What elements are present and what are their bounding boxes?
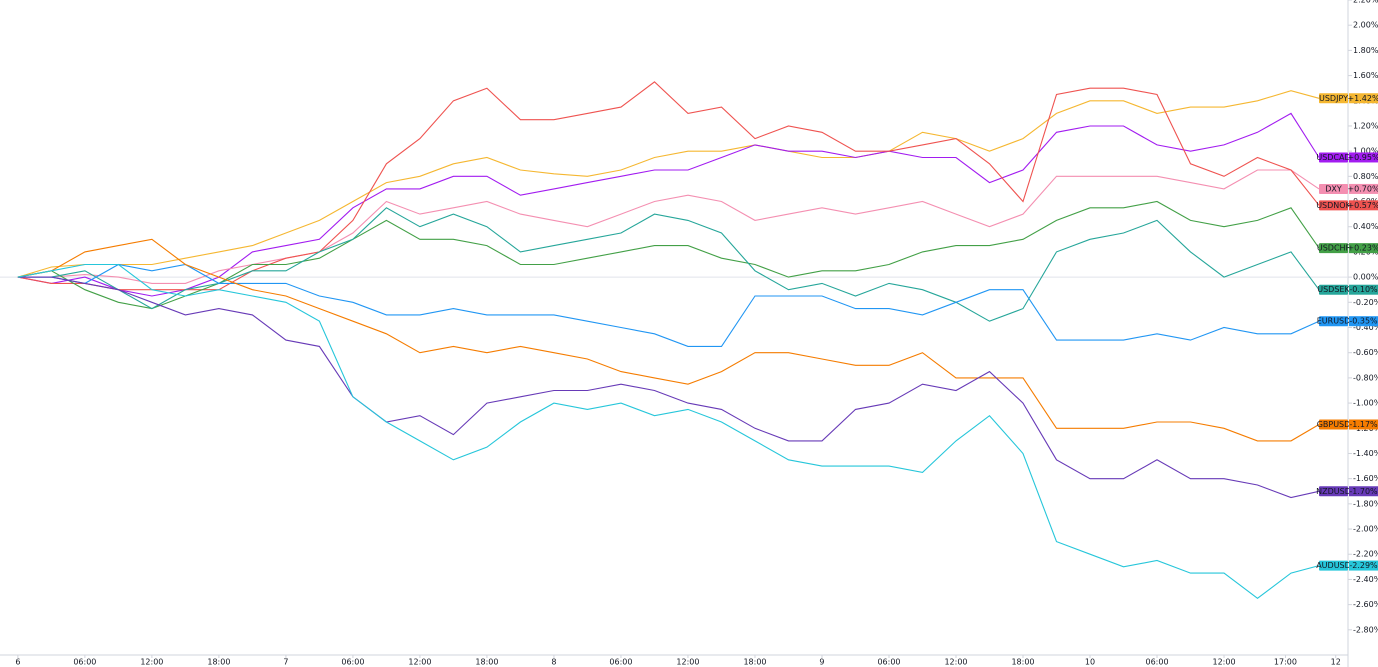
last-value-box	[1349, 560, 1378, 571]
x-tick-label: 06:00	[877, 658, 900, 667]
x-tick-label: 06:00	[341, 658, 364, 667]
last-value-box	[1349, 419, 1378, 430]
last-value-label: -2.29%	[1349, 561, 1378, 570]
x-tick-label: 12:00	[140, 658, 163, 667]
y-tick-label: 0.80%	[1353, 172, 1378, 181]
last-value-box	[1349, 284, 1378, 295]
series-line	[17, 90, 1320, 278]
series-name: EURUSD	[1317, 317, 1351, 326]
series-name-box	[1319, 200, 1348, 211]
y-tick-label: 0.40%	[1353, 222, 1378, 231]
x-tick-label: 06:00	[609, 658, 632, 667]
last-value-label: -1.17%	[1349, 420, 1378, 429]
series-line	[17, 112, 1320, 297]
y-tick-label: 2.20%	[1353, 0, 1378, 5]
y-tick-label: -2.20%	[1353, 550, 1378, 559]
series-name-box	[1319, 560, 1348, 571]
x-tick-label: 12:00	[408, 658, 431, 667]
series-name-box	[1319, 284, 1348, 295]
y-tick-label: -2.40%	[1353, 575, 1378, 584]
series-name-box	[1319, 183, 1348, 194]
y-tick-label: -0.80%	[1353, 373, 1378, 382]
y-tick-label: 1.80%	[1353, 46, 1378, 55]
series-name: USDCHF	[1317, 244, 1351, 253]
series-name: AUDUSD	[1316, 561, 1351, 570]
series-line	[17, 200, 1320, 310]
series-line	[17, 81, 1320, 291]
series-line	[17, 238, 1320, 442]
series-name-box	[1319, 152, 1348, 163]
x-tick-label: 12:00	[944, 658, 967, 667]
y-tick-label: -1.60%	[1353, 474, 1378, 483]
x-tick-label: 12	[1331, 658, 1341, 667]
x-tick-label: 6	[15, 658, 20, 667]
series-name: USDSEK	[1317, 285, 1350, 294]
last-value-box	[1349, 93, 1378, 104]
series-line	[17, 207, 1320, 322]
x-tick-label: 06:00	[1145, 658, 1168, 667]
x-tick-label: 10	[1085, 658, 1095, 667]
y-tick-label: -2.60%	[1353, 600, 1378, 609]
y-tick-label: -0.40%	[1353, 323, 1378, 332]
y-tick-label: 1.20%	[1353, 121, 1378, 130]
x-tick-label: 12:00	[1213, 658, 1236, 667]
last-value-label: -0.10%	[1349, 285, 1378, 294]
series-name-box	[1319, 316, 1348, 327]
last-value-label: +1.42%	[1347, 94, 1378, 103]
x-tick-label: 12:00	[676, 658, 699, 667]
series-name: USDJPY	[1319, 94, 1348, 103]
x-tick-label: 7	[283, 658, 288, 667]
x-tick-label: 18:00	[475, 658, 498, 667]
last-value-box	[1349, 152, 1378, 163]
series-name: GBPUSD	[1317, 420, 1351, 429]
y-tick-label: -2.80%	[1353, 625, 1378, 634]
series-name: DXY	[1325, 184, 1342, 193]
series-line	[17, 276, 1320, 499]
x-tick-label: 8	[551, 658, 556, 667]
y-tick-label: 0.00%	[1353, 273, 1378, 282]
y-tick-label: 2.00%	[1353, 21, 1378, 30]
last-value-box	[1349, 316, 1378, 327]
y-tick-label: 1.00%	[1353, 147, 1378, 156]
x-tick-label: 18:00	[207, 658, 230, 667]
y-tick-label: -0.60%	[1353, 348, 1378, 357]
last-value-label: +0.95%	[1347, 153, 1378, 162]
series-name: NZDUSD	[1316, 487, 1351, 496]
y-tick-label: -2.00%	[1353, 525, 1378, 534]
last-value-label: -0.35%	[1349, 317, 1378, 326]
x-tick-label: 18:00	[1011, 658, 1034, 667]
series-name-box	[1319, 419, 1348, 430]
y-tick-label: -1.40%	[1353, 449, 1378, 458]
last-value-box	[1349, 183, 1378, 194]
last-value-label: +0.57%	[1347, 201, 1378, 210]
last-value-label: +0.23%	[1347, 244, 1378, 253]
x-tick-label: 9	[819, 658, 824, 667]
series-line	[17, 169, 1320, 284]
y-tick-label: -1.00%	[1353, 399, 1378, 408]
series-name: USDNOK	[1316, 201, 1351, 210]
x-tick-label: 06:00	[73, 658, 96, 667]
series-line	[17, 263, 1320, 599]
last-value-box	[1349, 243, 1378, 254]
last-value-box	[1349, 200, 1378, 211]
series-name-box	[1319, 93, 1348, 104]
series-name: USDCAD	[1316, 153, 1350, 162]
series-name-box	[1319, 243, 1348, 254]
y-tick-label: -1.80%	[1353, 499, 1378, 508]
x-tick-label: 18:00	[743, 658, 766, 667]
last-value-label: +0.70%	[1347, 184, 1378, 193]
last-value-label: -1.70%	[1349, 487, 1378, 496]
y-tick-label: -0.20%	[1353, 298, 1378, 307]
x-tick-label: 17:00	[1274, 658, 1297, 667]
last-value-box	[1349, 486, 1378, 497]
y-tick-label: 1.60%	[1353, 71, 1378, 80]
series-name-box	[1319, 486, 1348, 497]
